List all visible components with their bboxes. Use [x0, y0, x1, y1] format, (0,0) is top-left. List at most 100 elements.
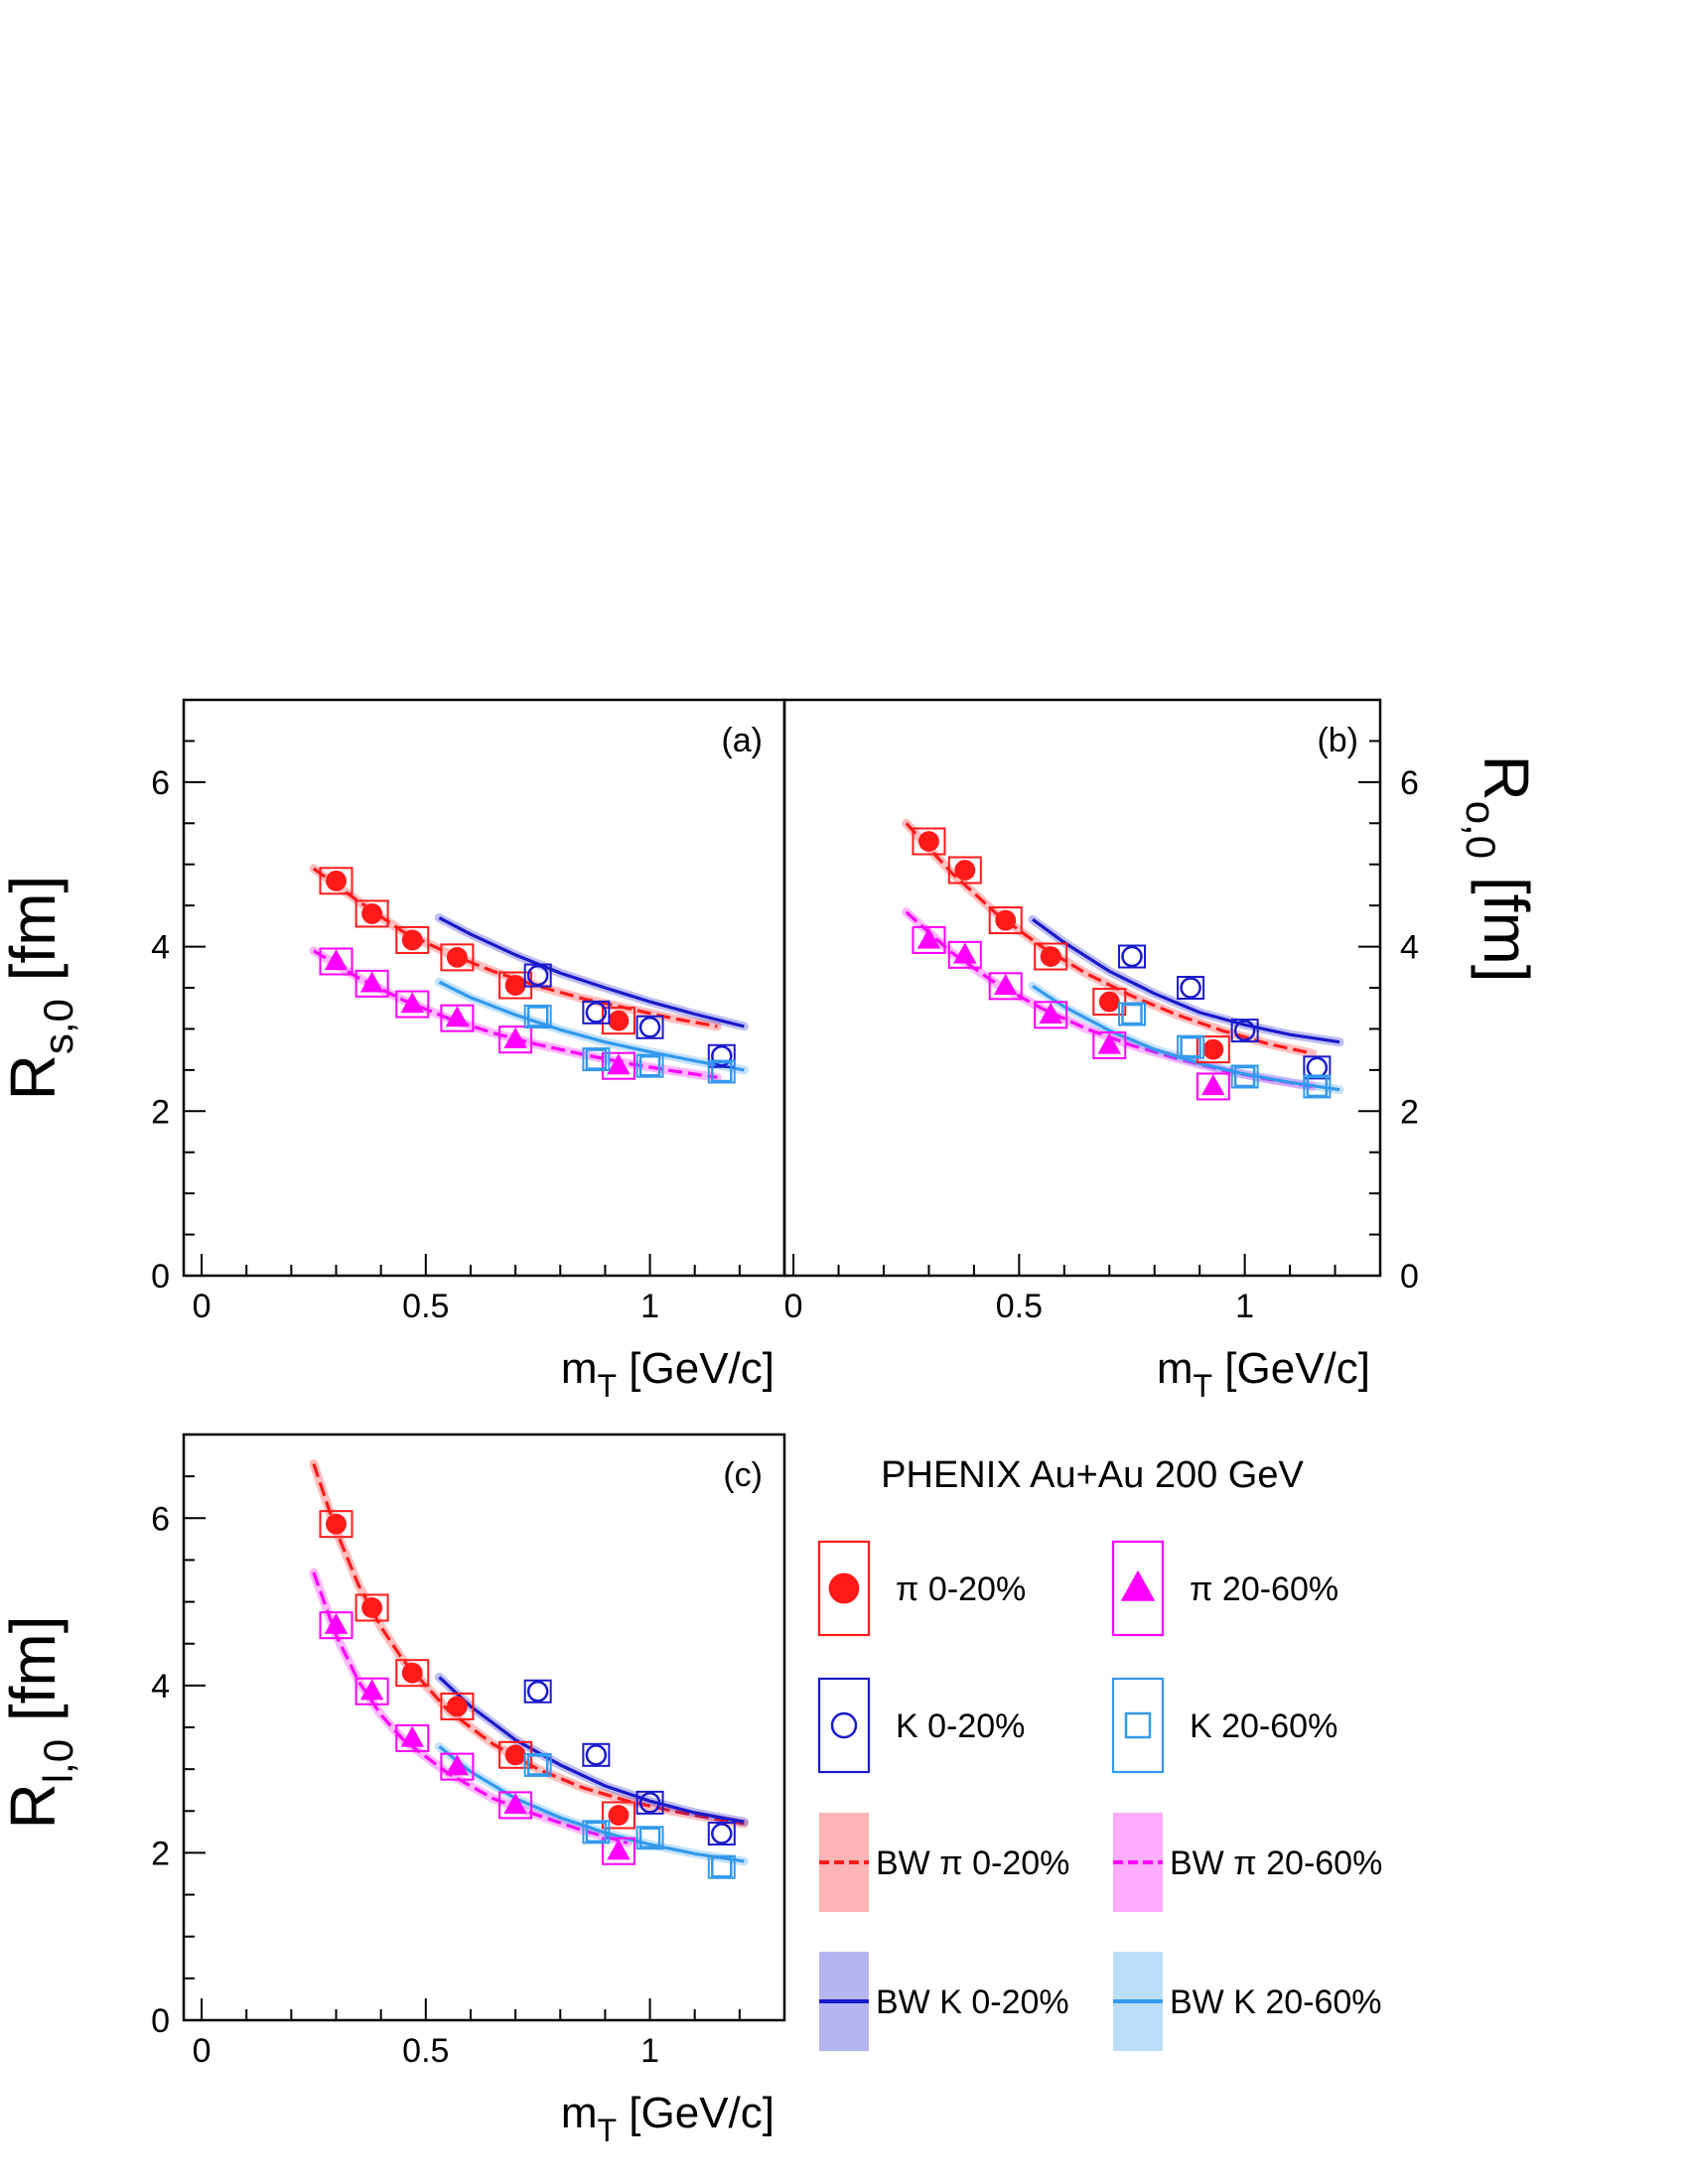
data-point-0-20 [1202, 1038, 1224, 1060]
data-point-20-60 [445, 1754, 470, 1776]
syst-box [707, 1059, 736, 1084]
data-point-k-20-60 [585, 1821, 608, 1843]
data-point-k-20-60 [1306, 1075, 1329, 1098]
syst-box [1177, 976, 1205, 1000]
panel-label: (b) [1317, 722, 1358, 759]
legend-entry-0-20: π 0-20% [817, 1540, 1026, 1637]
plot-frame [182, 1433, 786, 2022]
data-point-20-60 [359, 971, 384, 993]
syst-box [635, 1053, 664, 1078]
syst-box [912, 925, 946, 954]
data-point-20-60 [359, 1679, 384, 1701]
data-point-k-20-60 [526, 1006, 549, 1027]
data-point-20-60 [916, 927, 941, 949]
data-point-0-20 [1040, 946, 1061, 967]
x-axis-title: mT [GeV/c] [561, 2089, 774, 2148]
legend-box-swatch [817, 1677, 871, 1774]
legend-marker [1120, 1570, 1156, 1601]
syst-box [1196, 1035, 1230, 1064]
panel-a-rside: 0 0.5 1 0 2 4 6 mT [GeV/c] Rs,0 [fm] (a) [0, 698, 786, 1404]
y-tick-label: 6 [1400, 764, 1419, 802]
syst-box [1034, 1001, 1068, 1029]
data-point-20-60 [1201, 1074, 1225, 1096]
y-tick-label: 2 [151, 1093, 170, 1131]
y-axis-title: Rs,0 [fm] [0, 876, 81, 1101]
syst-box [582, 1000, 611, 1024]
syst-box [395, 1723, 430, 1752]
syst-box [319, 867, 353, 895]
syst-box [523, 1752, 552, 1777]
syst-box [988, 906, 1023, 935]
y-tick-label: 4 [151, 929, 170, 967]
syst-box [912, 827, 946, 856]
syst-box [635, 1826, 664, 1850]
legend-label: K 20-60% [1190, 1707, 1337, 1745]
bw-curve-bw-k-0-20 [1032, 917, 1340, 1044]
data-point-k-0-20 [638, 1792, 661, 1814]
data-point-k-0-20 [711, 1823, 733, 1844]
data-point-0-20 [446, 1696, 468, 1717]
legend-entry-bw-0-20: BW π 0-20% [819, 1813, 1069, 1912]
data-point-k-20-60 [1180, 1035, 1201, 1058]
syst-box [1303, 1074, 1332, 1099]
legend-entry-bw-k-0-20: BW K 0-20% [819, 1952, 1069, 2051]
data-point-20-60 [503, 1793, 527, 1815]
syst-box [635, 1015, 664, 1039]
syst-box [319, 1510, 353, 1539]
data-point-k-0-20 [585, 1002, 608, 1024]
x-tick-label: 0.5 [402, 1288, 449, 1325]
legend-label: π 0-20% [896, 1570, 1026, 1608]
syst-box [354, 1593, 389, 1622]
syst-box [601, 1051, 635, 1080]
x-tick-label: 0 [784, 1288, 803, 1325]
legend-entry-bw-k-20-60: BW K 20-60% [1113, 1952, 1382, 2051]
legend-marker [828, 1572, 860, 1604]
data-point-k-20-60 [711, 1060, 733, 1083]
syst-box [582, 1047, 611, 1072]
bw-curve-bw-0-20 [905, 822, 1314, 1055]
syst-box [440, 943, 475, 972]
data-point-20-60 [607, 1839, 631, 1860]
data-point-0-20 [326, 1513, 347, 1535]
y-tick-label: 0 [1400, 1258, 1419, 1296]
data-point-k-0-20 [1180, 977, 1201, 999]
syst-box [523, 1679, 552, 1704]
legend-marker [1124, 1711, 1152, 1739]
data-point-k-20-60 [638, 1054, 661, 1077]
plot-frame [782, 698, 1382, 1278]
bw-band-bw-k-0-20 [434, 1672, 749, 1827]
data-point-20-60 [445, 1006, 470, 1027]
legend-marker [830, 1711, 858, 1739]
data-point-0-20 [1098, 991, 1120, 1013]
data-point-k-20-60 [585, 1048, 608, 1070]
data-point-20-60 [324, 1612, 349, 1634]
legend-box-swatch [1111, 1677, 1165, 1774]
legend-label: BW π 20-60% [1170, 1844, 1382, 1882]
data-point-0-20 [401, 929, 423, 951]
legend-label: π 20-60% [1190, 1570, 1338, 1608]
x-tick-label: 1 [640, 1288, 659, 1325]
legend-label: BW π 0-20% [876, 1844, 1069, 1882]
syst-box [1118, 1002, 1146, 1026]
syst-box [707, 1854, 736, 1879]
data-point-0-20 [608, 1010, 630, 1031]
x-tick-label: 0 [193, 1288, 211, 1325]
syst-box [1177, 1034, 1205, 1059]
y-tick-label: 6 [151, 1500, 170, 1538]
data-point-0-20 [361, 902, 383, 924]
syst-box [635, 1790, 664, 1815]
syst-box [707, 1043, 736, 1068]
syst-box [988, 972, 1023, 1001]
y-tick-label: 2 [1400, 1093, 1419, 1131]
syst-box [582, 1820, 611, 1844]
legend: PHENIX Au+Au 200 GeV π 0-20% π 20-60% K 0-2… [817, 1454, 1382, 2051]
data-point-k-0-20 [1233, 1020, 1256, 1041]
data-point-k-20-60 [1233, 1065, 1256, 1088]
bw-curve-bw-k-0-20 [438, 1676, 745, 1824]
data-point-k-0-20 [585, 1744, 608, 1766]
syst-box [354, 1677, 389, 1706]
syst-box [440, 1004, 475, 1032]
data-point-20-60 [400, 992, 424, 1014]
data-point-k-20-60 [711, 1856, 733, 1878]
syst-box [319, 947, 353, 976]
